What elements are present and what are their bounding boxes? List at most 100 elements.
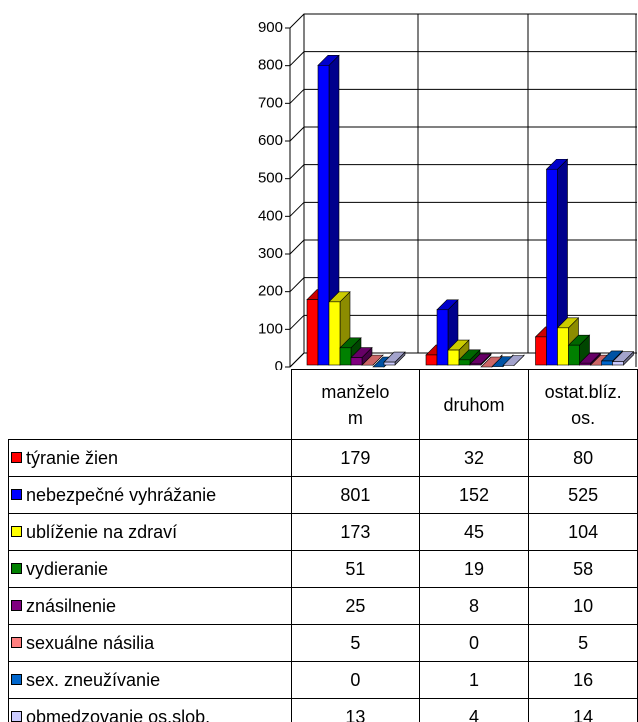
legend-label: ublíženie na zdraví — [26, 521, 178, 542]
y-tick-label: 200 — [258, 283, 283, 300]
value-cell: 13 — [291, 698, 420, 722]
value-cell: 104 — [528, 513, 638, 551]
series-row: vydieranie 51 19 58 — [7, 550, 638, 588]
legend-swatch — [11, 488, 22, 500]
value-cell: 51 — [291, 550, 420, 588]
value-cell: 16 — [528, 661, 638, 699]
bar-front — [339, 347, 352, 366]
legend-swatch — [11, 710, 22, 722]
y-tick-label: 100 — [258, 320, 283, 337]
grid-line — [289, 314, 637, 330]
bar — [611, 351, 635, 366]
bar-front — [447, 349, 460, 366]
value-cell: 5 — [528, 624, 638, 662]
bar — [545, 158, 569, 366]
bar-front — [317, 64, 330, 366]
value-cell: 8 — [418, 587, 530, 625]
value-cell: 25 — [291, 587, 420, 625]
grid-line — [289, 239, 637, 255]
bar-front — [535, 336, 547, 366]
series-row: nebezpečné vyhrážanie 801 152 525 — [7, 476, 638, 514]
y-tick-label: 600 — [258, 132, 283, 149]
legend-label: týranie žien — [26, 447, 119, 468]
value-cell: 32 — [418, 439, 530, 477]
value-cell: 45 — [418, 513, 530, 551]
value-cell: 19 — [418, 550, 530, 588]
corner — [8, 369, 293, 440]
legend-label: znásilnenie — [26, 595, 117, 616]
legend-cell: sex. zneužívanie — [7, 661, 293, 699]
legend-cell: vydieranie — [7, 550, 293, 588]
legend-label: vydieranie — [26, 558, 109, 579]
grid-line — [289, 201, 637, 217]
value-cell: 58 — [528, 550, 638, 588]
y-tick-label: 500 — [258, 170, 283, 187]
y-tick-label: 900 — [258, 19, 283, 36]
y-tick-label: 0 — [275, 358, 283, 370]
header-row: manželom druhom ostat.blíz. os. — [8, 369, 638, 440]
value-cell: 801 — [291, 476, 420, 514]
bar — [502, 354, 525, 367]
value-cell: 0 — [418, 624, 530, 662]
value-cell: 14 — [528, 698, 638, 722]
bar — [469, 353, 492, 366]
y-tick-label: 300 — [258, 245, 283, 262]
series-row: ublíženie na zdraví 173 45 104 — [7, 513, 638, 551]
bar-front — [350, 357, 363, 366]
legend-label: sex. zneužívanie — [26, 669, 161, 690]
legend-cell: sexuálne násilia — [7, 624, 293, 662]
legend-label: nebezpečné vyhrážanie — [26, 484, 217, 505]
value-cell: 152 — [418, 476, 530, 514]
bar-top — [502, 355, 525, 366]
bar-front — [328, 301, 341, 366]
series-row: týranie žien 179 32 80 — [7, 439, 638, 477]
legend-cell: nebezpečné vyhrážanie — [7, 476, 293, 514]
legend-cell: týranie žien — [7, 439, 293, 477]
legend-swatch — [11, 673, 22, 685]
category-label: ostat.blíz. os. — [544, 381, 622, 428]
series-row: sexuálne násilia 5 0 5 — [7, 624, 638, 662]
legend-cell: znásilnenie — [7, 587, 293, 625]
grid-line — [289, 352, 637, 368]
grid-line — [289, 126, 637, 142]
bar-top — [361, 354, 384, 366]
value-cell: 5 — [291, 624, 420, 662]
category-cell: druhom — [418, 369, 530, 440]
category-label: druhom — [443, 394, 505, 415]
value-cell: 1 — [418, 661, 530, 699]
legend-swatch — [11, 525, 22, 537]
grid-line — [289, 51, 637, 67]
bar-front — [557, 327, 569, 366]
bar — [383, 351, 406, 366]
bar-front — [546, 168, 558, 366]
series-row: sex. zneužívanie 0 1 16 — [7, 661, 638, 699]
series-row: obmedzovanie os.slob. 13 4 14 — [7, 698, 638, 722]
bar-front — [612, 361, 624, 366]
bar — [350, 346, 373, 366]
y-tick-label: 400 — [258, 207, 283, 224]
bar — [317, 54, 340, 366]
bar-front — [458, 359, 471, 366]
grid-line — [289, 164, 637, 180]
value-cell: 525 — [528, 476, 638, 514]
bar-front — [601, 360, 613, 366]
bar-front — [579, 362, 591, 366]
value-cell: 0 — [291, 661, 420, 699]
back-wall — [303, 14, 637, 354]
legend-cell: obmedzovanie os.slob. — [7, 698, 293, 722]
data-table: manželom druhom ostat.blíz. os. týranie žie… — [7, 369, 638, 722]
series-row: znásilnenie 25 8 10 — [7, 587, 638, 625]
value-cell: 80 — [528, 439, 638, 477]
bar — [361, 354, 384, 366]
legend-swatch — [11, 636, 22, 648]
value-cell: 4 — [418, 698, 530, 722]
bar-front — [568, 344, 580, 366]
legend-swatch — [11, 599, 22, 611]
grid-line — [289, 13, 637, 29]
bar-front — [469, 363, 482, 366]
value-cell: 10 — [528, 587, 638, 625]
value-cell: 179 — [291, 439, 420, 477]
legend-cell: ublíženie na zdraví — [7, 513, 293, 551]
y-tick-label: 800 — [258, 57, 283, 74]
